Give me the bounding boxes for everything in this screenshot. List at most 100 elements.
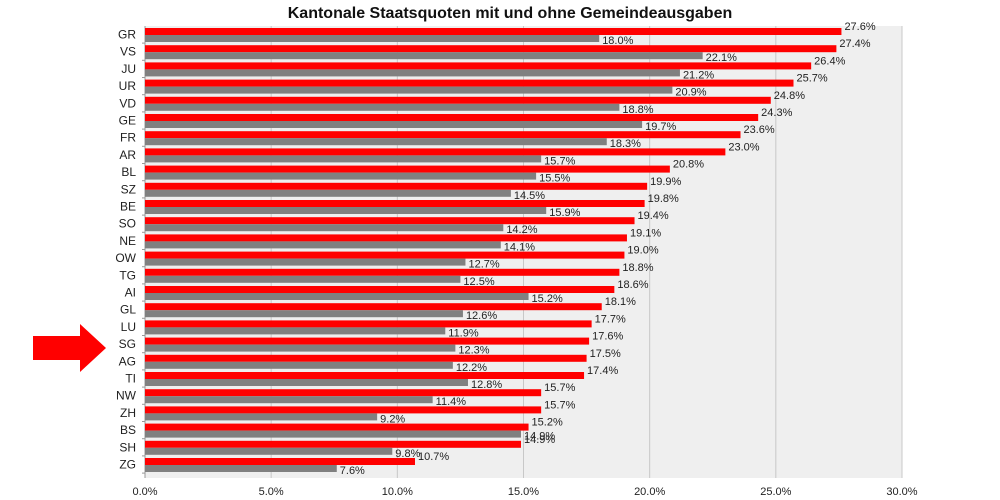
bar-red xyxy=(145,45,837,53)
bar-gray xyxy=(145,258,466,266)
value-label-gray: 9.2% xyxy=(380,413,405,425)
value-label-gray: 11.4% xyxy=(436,396,467,408)
bar-red xyxy=(145,96,771,104)
value-label-red: 18.8% xyxy=(622,262,653,274)
value-label-red: 18.6% xyxy=(617,279,648,291)
bar-gray xyxy=(145,447,393,455)
bar-gray xyxy=(145,138,607,146)
value-label-gray: 20.9% xyxy=(675,87,706,99)
value-label-gray: 12.2% xyxy=(456,362,487,374)
value-label-red: 18.1% xyxy=(605,296,636,308)
value-label-red: 27.6% xyxy=(844,21,875,33)
value-label-gray: 15.5% xyxy=(539,173,570,185)
value-label-red: 15.7% xyxy=(544,382,575,394)
category-label: SH xyxy=(119,440,136,454)
bar-red xyxy=(145,440,521,448)
bar-red xyxy=(145,200,645,207)
category-label: SZ xyxy=(121,182,136,196)
value-label-red: 19.4% xyxy=(638,210,669,222)
category-label: LU xyxy=(121,320,136,334)
category-label: VD xyxy=(119,96,136,110)
bar-gray xyxy=(145,69,680,77)
bar-gray xyxy=(145,379,468,386)
bar-red xyxy=(145,423,529,431)
highlight-arrow-icon xyxy=(33,324,106,372)
category-label: SG xyxy=(119,337,136,351)
bar-gray xyxy=(145,224,504,232)
bar-gray xyxy=(145,121,643,128)
value-label-red: 19.0% xyxy=(627,245,658,257)
value-label-red: 17.5% xyxy=(590,348,621,360)
category-label: ZH xyxy=(120,406,136,420)
value-label-red: 19.9% xyxy=(650,176,681,188)
value-label-red: 15.7% xyxy=(544,399,575,411)
value-label-gray: 12.8% xyxy=(471,379,502,391)
value-label-gray: 18.8% xyxy=(622,104,653,116)
category-label: NW xyxy=(116,389,137,403)
value-label-red: 15.2% xyxy=(532,417,563,429)
x-tick-label: 10.0% xyxy=(382,486,413,498)
bar-gray xyxy=(145,189,511,197)
value-label-gray: 12.6% xyxy=(466,310,497,322)
bar-gray xyxy=(145,310,463,318)
bar-red xyxy=(145,320,592,328)
category-label: SO xyxy=(119,217,136,231)
bar-gray xyxy=(145,430,521,438)
bar-red xyxy=(145,268,620,276)
bar-gray xyxy=(145,172,537,180)
category-label: AR xyxy=(119,148,136,162)
value-label-gray: 15.9% xyxy=(549,207,580,219)
chart-title: Kantonale Staatsquoten mit und ohne Geme… xyxy=(288,5,733,22)
bar-gray xyxy=(145,465,337,472)
value-label-red: 20.8% xyxy=(673,159,704,171)
value-label-gray: 9.8% xyxy=(395,448,420,460)
value-label-gray: 12.3% xyxy=(458,345,489,357)
category-labels: GR VS JU UR VD GE FR AR BL SZ BE SO NE OW TG AI GL LU SG AG… xyxy=(115,28,136,472)
category-label: UR xyxy=(119,79,137,93)
bar-red xyxy=(145,372,585,379)
bar-gray xyxy=(145,35,600,42)
bar-red xyxy=(145,234,627,242)
bar-red xyxy=(145,148,726,156)
bar-gray xyxy=(145,344,456,352)
bar-red xyxy=(145,406,542,414)
value-label-red: 23.0% xyxy=(728,141,759,153)
x-axis-ticks: 0.0% 5.0% 10.0% 15.0% 20.0% 25.0% 30.0% xyxy=(132,486,917,498)
bar-red xyxy=(145,165,670,173)
category-label: OW xyxy=(115,251,136,265)
value-label-red: 17.7% xyxy=(595,313,626,325)
category-label: JU xyxy=(121,62,136,76)
bar-red xyxy=(145,337,590,345)
bar-gray xyxy=(145,275,461,283)
bar-gray xyxy=(145,155,542,163)
value-label-red: 14.9% xyxy=(524,434,555,446)
value-label-gray: 12.5% xyxy=(463,276,494,288)
value-label-red: 10.7% xyxy=(418,451,449,463)
bar-red xyxy=(145,114,759,121)
category-label: TG xyxy=(119,268,136,282)
category-label: VS xyxy=(120,45,136,59)
value-label-gray: 15.2% xyxy=(532,293,563,305)
bar-red xyxy=(145,131,741,139)
x-tick-label: 30.0% xyxy=(886,486,917,498)
bar-gray xyxy=(145,361,453,369)
value-label-red: 17.6% xyxy=(592,331,623,343)
bar-red xyxy=(145,182,648,190)
category-label: GL xyxy=(120,303,136,317)
bar-red xyxy=(145,62,812,70)
x-tick-label: 25.0% xyxy=(760,486,791,498)
bar-red xyxy=(145,354,587,362)
bar-red xyxy=(145,217,635,225)
category-label: GE xyxy=(119,114,136,128)
value-label-gray: 14.2% xyxy=(506,224,537,236)
category-label: AI xyxy=(125,286,136,300)
value-label-gray: 15.7% xyxy=(544,155,575,167)
x-tick-label: 0.0% xyxy=(132,486,157,498)
value-label-red: 23.6% xyxy=(744,124,775,136)
value-label-red: 27.4% xyxy=(839,38,870,50)
bar-red xyxy=(145,28,842,35)
bar-gray xyxy=(145,52,703,60)
category-label: NE xyxy=(119,234,136,248)
value-label-gray: 19.7% xyxy=(645,121,676,133)
